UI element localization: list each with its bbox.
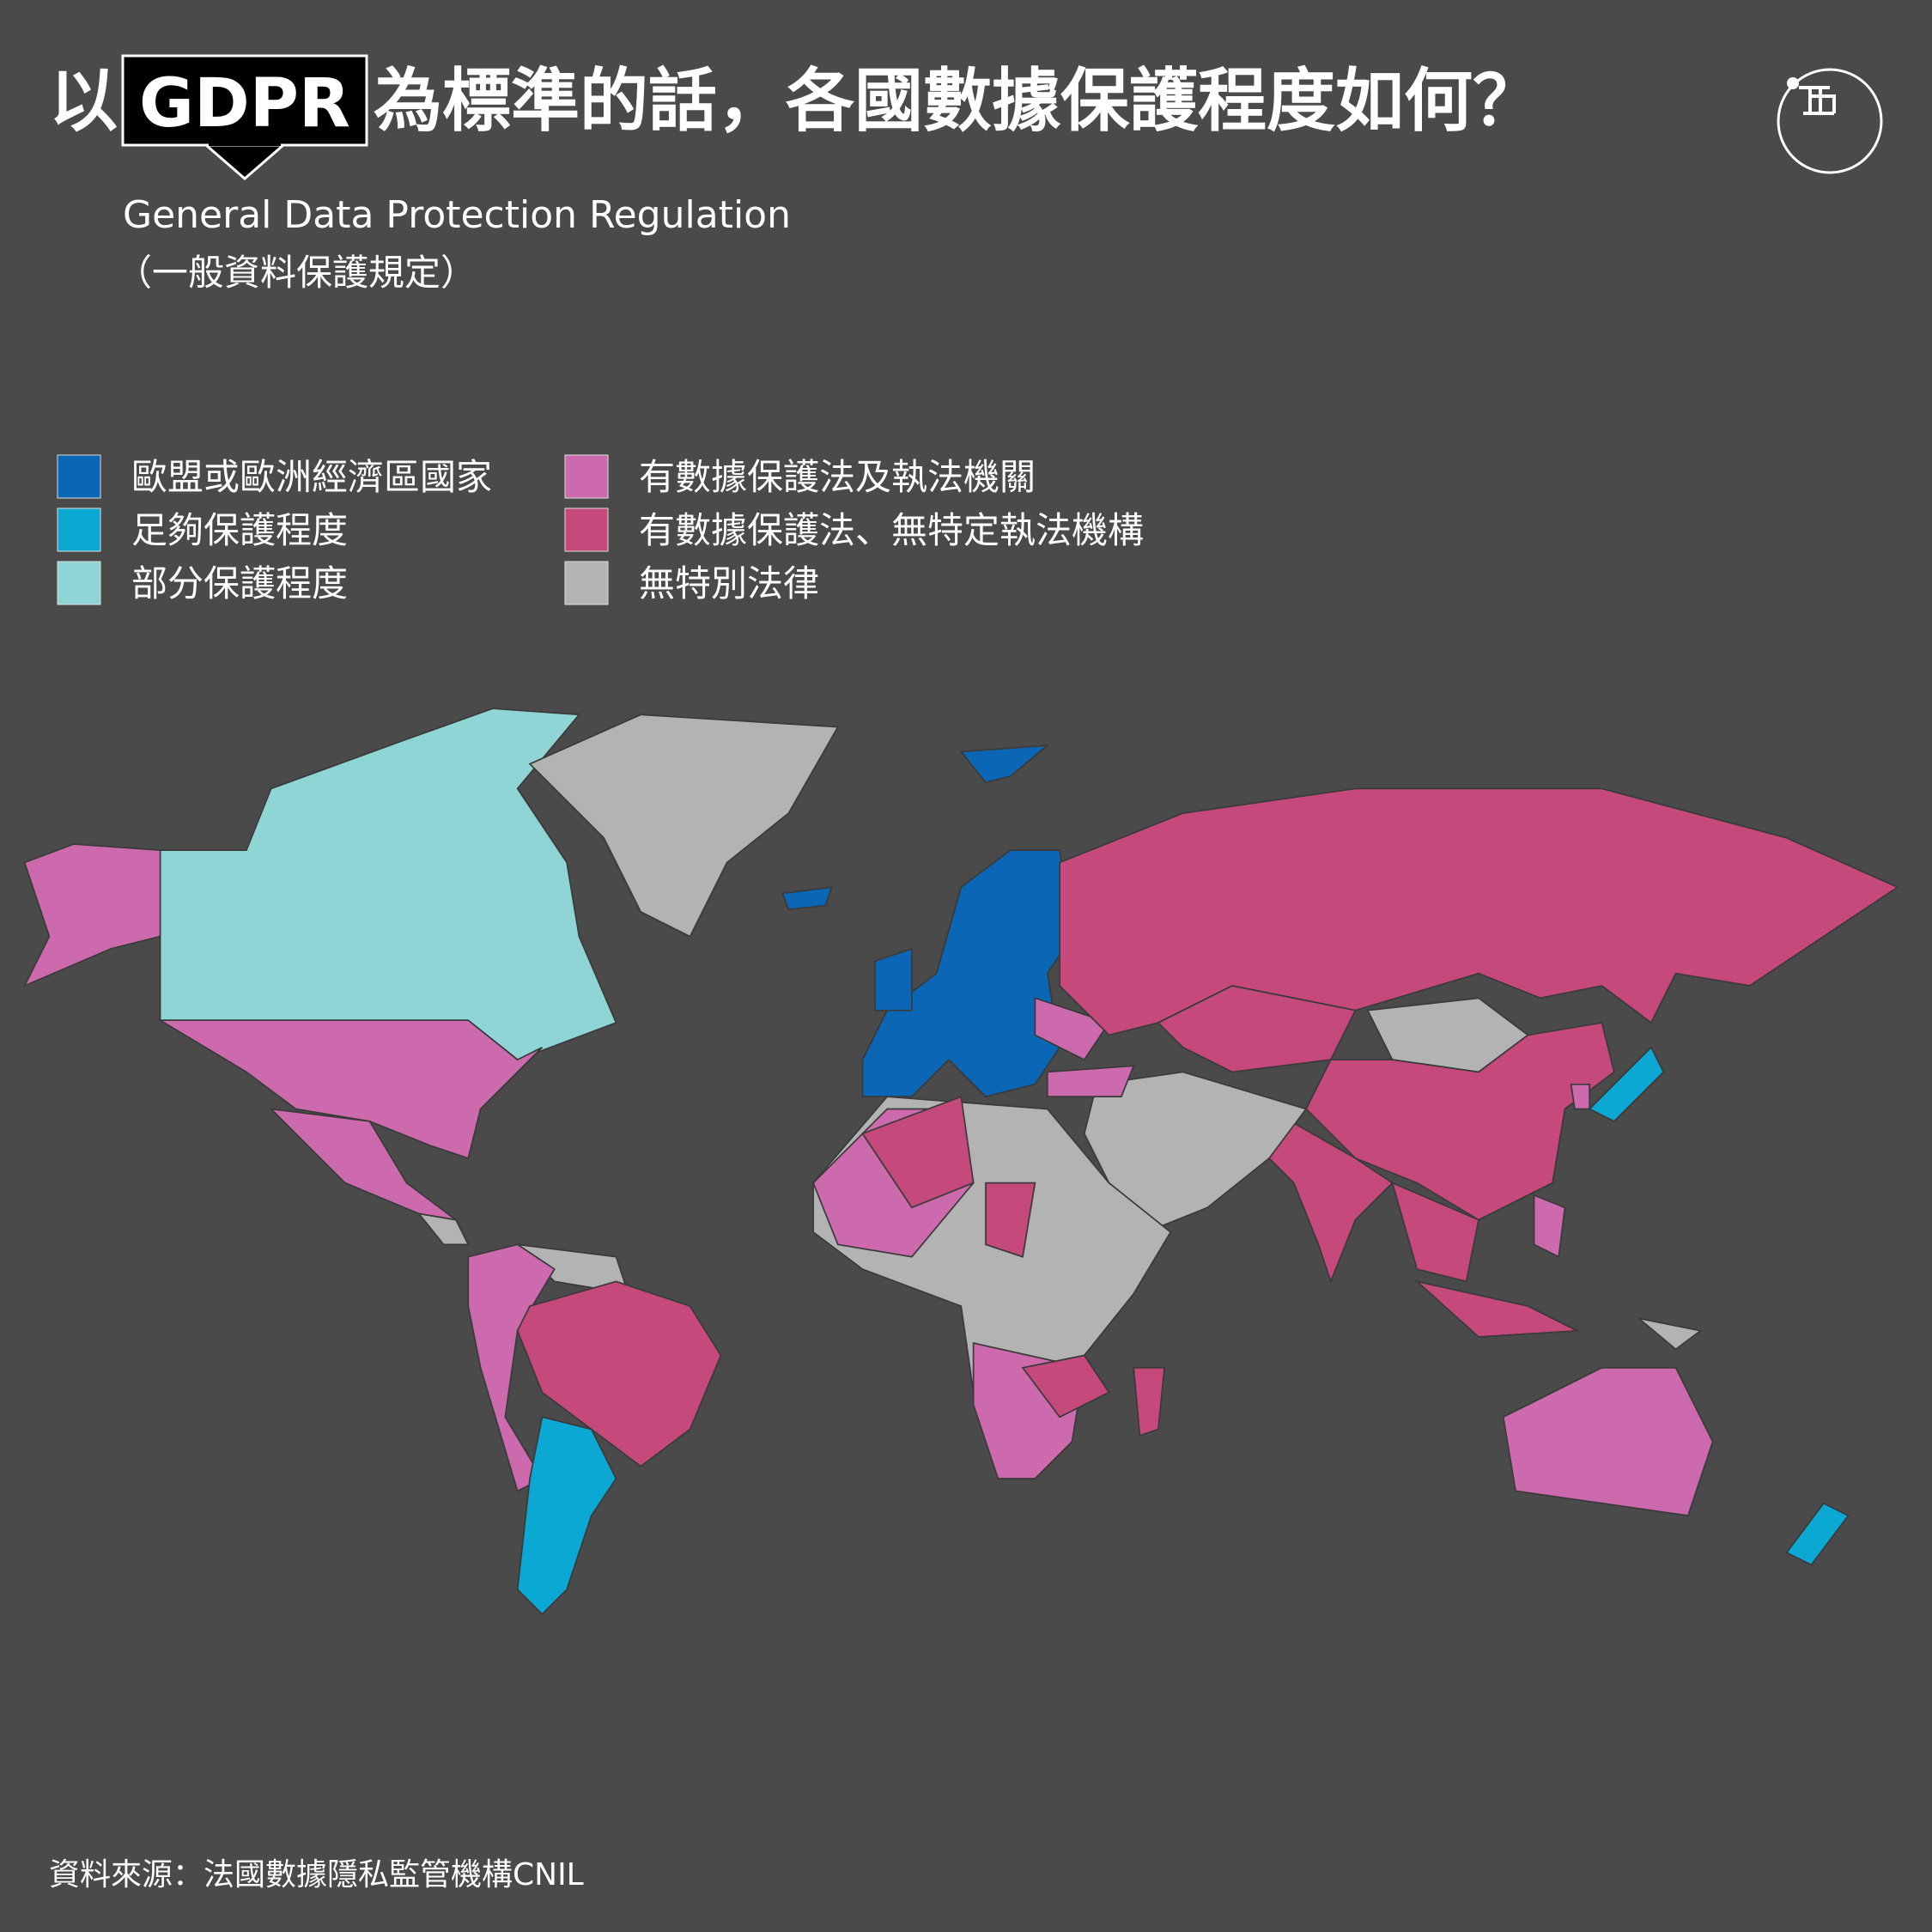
country-region (1083, 1071, 1308, 1234)
pointer-joint (209, 141, 281, 146)
country-region (528, 714, 840, 938)
country-region (1533, 1194, 1566, 1259)
subtitle-en: General Data Protection Regulation (123, 193, 791, 237)
legend-swatch (57, 561, 101, 605)
country-region (1046, 1065, 1135, 1098)
legend-label: 部分保護程度 (131, 562, 348, 605)
country-region (1034, 997, 1110, 1061)
world-map (22, 708, 1899, 1616)
legend-label: 有數據保護法、無特定執法機構 (639, 509, 1144, 551)
legend-swatch (564, 507, 609, 552)
title: 為標準的話，各國數據保護程度如何？ (374, 61, 1541, 141)
source: 資料來源：法國數據隱私監管機構CNIL (49, 1857, 584, 1893)
subtitle-zh: （一般資料保護規定） (116, 252, 477, 294)
legend-swatch (57, 507, 101, 552)
logo (1777, 68, 1883, 174)
country-region (1785, 1502, 1850, 1566)
country-region (1021, 1354, 1110, 1419)
country-region (22, 843, 161, 987)
legend-swatch (564, 561, 609, 605)
country-region (1414, 1279, 1581, 1338)
country-region (873, 947, 913, 1012)
country-region (1133, 1366, 1166, 1437)
country-region (861, 1095, 975, 1209)
country-region (1391, 1182, 1479, 1283)
country-region (416, 1212, 470, 1246)
title-prefix: 以 (49, 61, 118, 141)
logo-dot (1787, 77, 1799, 89)
country-region (861, 849, 1073, 1098)
country-region (1570, 1083, 1591, 1110)
legend-label: 無特別法律 (639, 562, 819, 605)
country-region (516, 1280, 722, 1467)
country-region (1637, 1317, 1703, 1351)
country-region (467, 1243, 556, 1492)
country-region (985, 1182, 1036, 1258)
legend-swatch (57, 454, 101, 499)
legend-label: 足夠保護程度 (131, 509, 348, 551)
country-region (781, 886, 833, 910)
country-region (1588, 1046, 1665, 1122)
title-highlight: GDPR (139, 65, 350, 143)
title-highlight-box (121, 54, 368, 147)
legend-label: 有數據保護法及執法機關 (639, 456, 1036, 498)
country-region (157, 1019, 544, 1160)
country-region (1502, 1366, 1714, 1517)
country-region (1268, 1108, 1394, 1284)
country-region (516, 1416, 617, 1616)
legend-swatch (564, 454, 609, 499)
country-region (959, 744, 1050, 784)
logo-glyph (1799, 86, 1836, 115)
legend-label: 歐盟或歐洲經濟區國家 (131, 456, 492, 498)
